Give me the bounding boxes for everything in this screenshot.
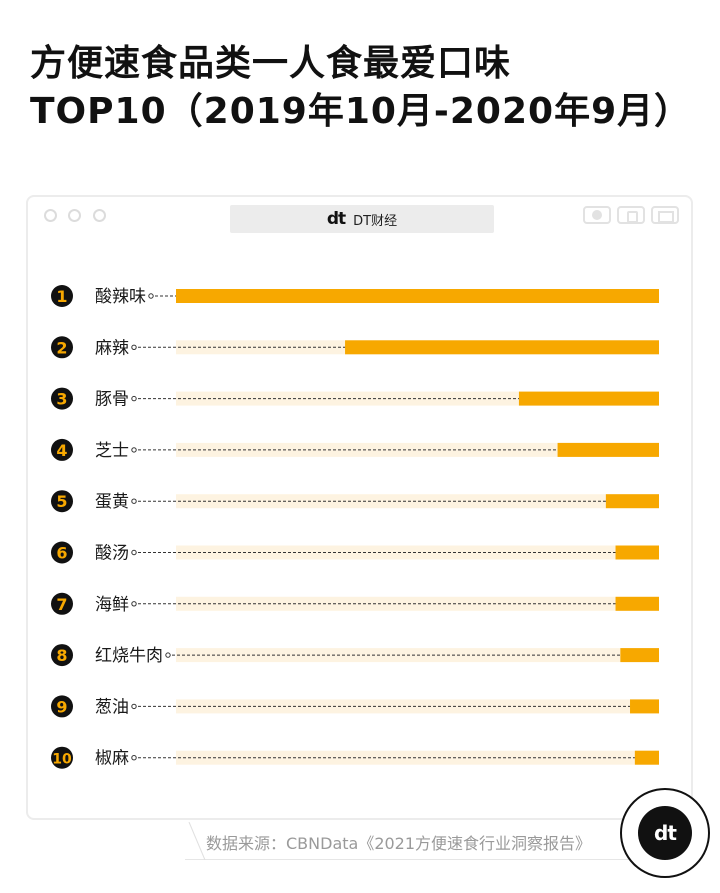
bar [634, 750, 659, 765]
bar [345, 340, 659, 355]
rank-circle [51, 541, 73, 564]
window-title-bar: dt DT财经 [28, 197, 691, 239]
dt-logo-icon: dt [326, 209, 346, 229]
rank-number: 1 [56, 287, 67, 306]
rank-number: 8 [56, 646, 67, 665]
bar [176, 289, 659, 303]
bar-track [176, 545, 659, 560]
rank-number: 6 [56, 544, 67, 563]
address-text: DT财经 [353, 213, 398, 229]
leader-dot [131, 601, 137, 607]
source-underline [185, 822, 637, 860]
rank-circle [51, 438, 73, 461]
close-icon[interactable] [44, 209, 57, 222]
rank-number: 9 [56, 697, 67, 716]
category-label: 酸辣味 [95, 287, 146, 307]
bar [605, 494, 659, 509]
category-label: 豚骨 [95, 390, 129, 410]
leader-dot [131, 755, 137, 761]
bar-track [176, 699, 659, 714]
leader-dot [165, 652, 171, 658]
category-label: 海鲜 [95, 595, 129, 615]
rank-circle [51, 336, 73, 359]
rank-number: 3 [56, 390, 67, 409]
data-source: 数据来源：CBNData《2021方便速食行业洞察报告》 [206, 834, 592, 853]
chart-title-line-2: TOP10（2019年10月-2020年9月） [30, 91, 692, 132]
bar-track [176, 596, 659, 611]
rank-number: 7 [56, 595, 67, 614]
leader-dot [131, 703, 137, 710]
rank-circle [51, 695, 73, 718]
bar-track [176, 442, 659, 457]
rank-circle [51, 644, 73, 667]
rank-circle [51, 490, 73, 513]
address-bar[interactable]: dt DT财经 [230, 205, 494, 233]
rank-circle [51, 746, 73, 769]
rank-number: 2 [56, 338, 67, 357]
category-label: 麻辣 [95, 338, 129, 358]
leader-dot [148, 293, 154, 299]
window-icon[interactable] [651, 206, 679, 224]
rank-number: 5 [56, 492, 67, 511]
category-label: 蛋黄 [95, 492, 129, 512]
category-label: 葱油 [95, 697, 129, 717]
leader-dot [131, 344, 137, 350]
category-label: 酸汤 [95, 544, 129, 564]
category-label: 芝士 [95, 441, 129, 461]
leader-dot [131, 549, 137, 556]
bar [557, 442, 659, 457]
rank-circle [51, 592, 73, 615]
bar [620, 648, 659, 663]
rank-circle [51, 285, 73, 307]
minimize-icon[interactable] [68, 209, 81, 222]
record-icon[interactable] [583, 206, 611, 224]
leader-dot [131, 447, 137, 453]
category-label: 椒麻 [95, 749, 129, 769]
bar-track [176, 750, 659, 765]
bar [630, 699, 659, 714]
bar [615, 596, 659, 611]
rank-number: 10 [52, 752, 72, 768]
bar [518, 391, 659, 406]
dt-badge-icon: dt [638, 806, 692, 860]
rank-circle [51, 387, 73, 410]
share-icon[interactable] [617, 206, 645, 224]
bar [615, 545, 659, 560]
dt-badge: dt [620, 788, 710, 878]
maximize-icon[interactable] [93, 209, 106, 222]
source-divider-icon [188, 822, 206, 860]
rank-number: 4 [56, 441, 67, 460]
leader-dot [131, 498, 137, 504]
chart-title-line-1: 方便速食品类一人食最爱口味 [30, 43, 512, 84]
leader-dot [131, 395, 137, 402]
bar-track [176, 494, 659, 509]
category-label: 红烧牛肉 [95, 646, 163, 666]
